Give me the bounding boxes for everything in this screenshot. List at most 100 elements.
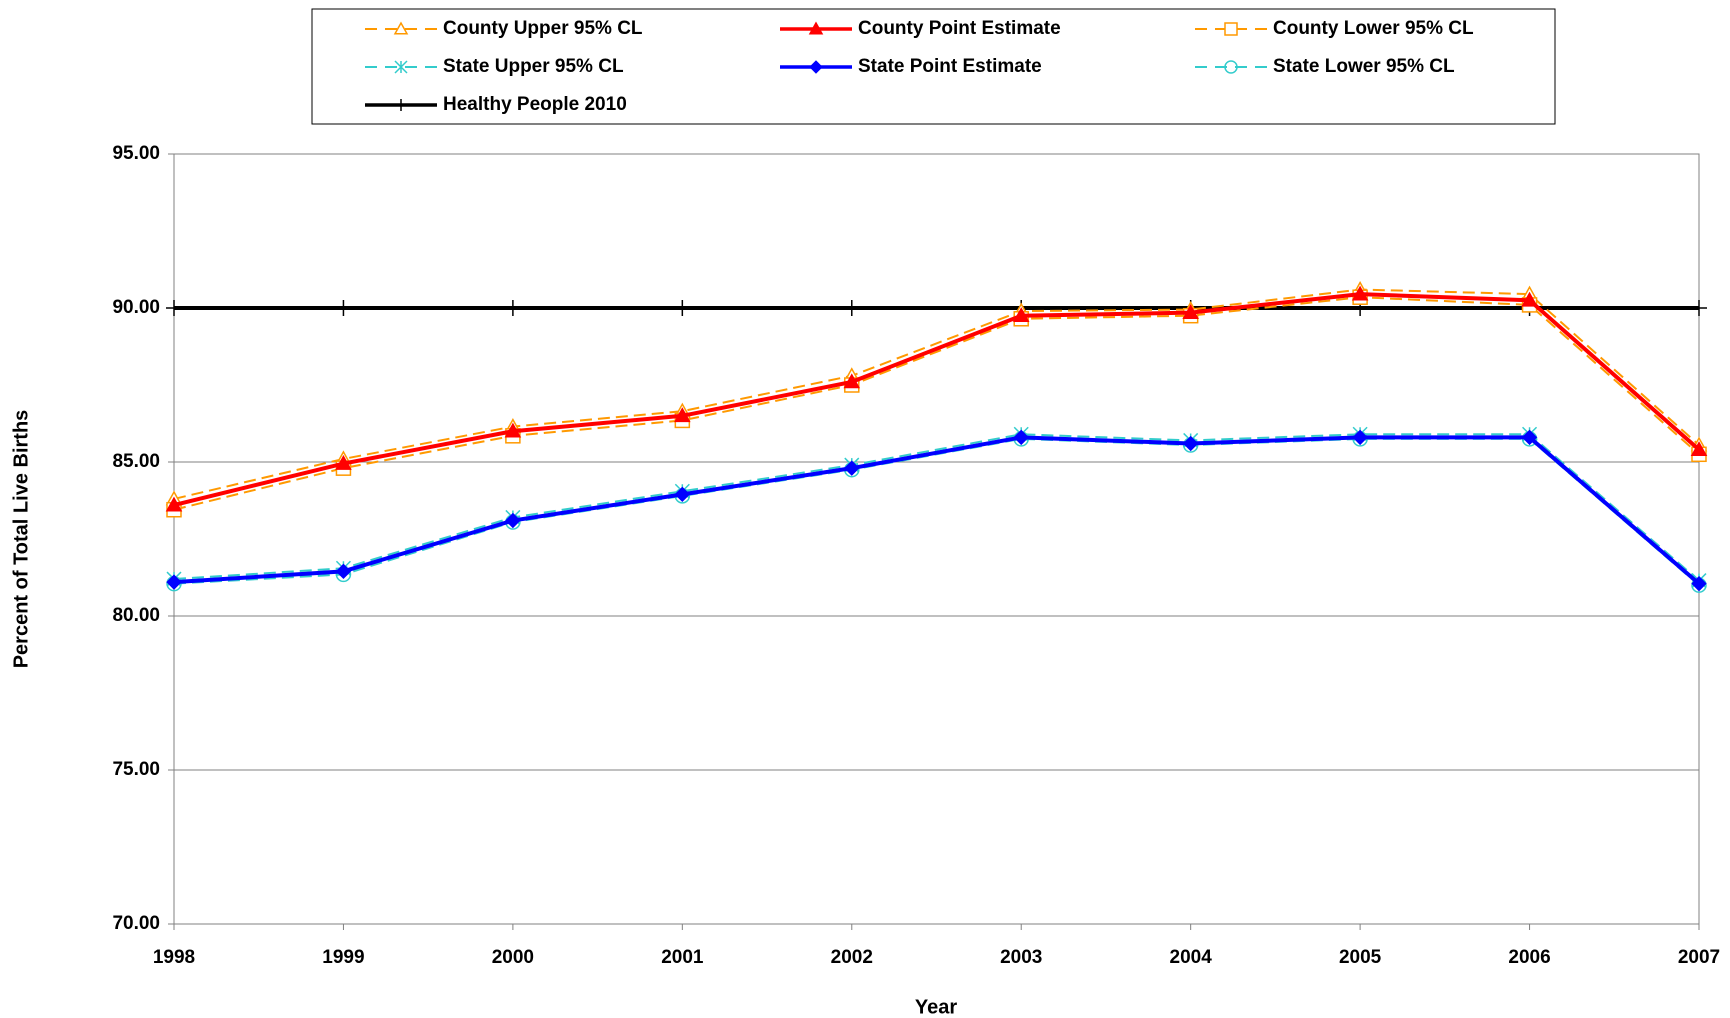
legend-item: County Upper 95% CL	[365, 18, 643, 39]
series-line	[173, 435, 1701, 586]
marker	[394, 60, 408, 74]
marker-shape	[504, 422, 522, 438]
marker	[166, 574, 182, 590]
marker-shape	[674, 300, 691, 316]
legend-label: Healthy People 2010	[443, 94, 627, 115]
marker	[1012, 307, 1030, 323]
x-tick-label: 2006	[1508, 947, 1550, 968]
legend-label: State Point Estimate	[858, 56, 1042, 77]
marker	[504, 422, 522, 438]
x-tick-label: 2005	[1339, 947, 1382, 968]
marker-shape	[335, 300, 352, 316]
legend-box	[311, 8, 1556, 125]
legend-label: County Upper 95% CL	[443, 18, 643, 39]
marker	[335, 300, 352, 316]
marker	[504, 300, 521, 316]
marker	[1691, 575, 1707, 592]
marker	[1182, 435, 1199, 452]
marker	[674, 407, 691, 423]
marker-shape	[1013, 429, 1029, 446]
marker	[335, 454, 352, 470]
x-tick-label: 2007	[1678, 947, 1720, 968]
legend-label: County Lower 95% CL	[1273, 18, 1474, 39]
y-tick-label: 85.00	[112, 451, 160, 472]
legend-item: County Lower 95% CL	[1195, 18, 1474, 39]
plot-area	[173, 153, 1700, 925]
marker-shape	[843, 373, 861, 389]
marker-shape	[1224, 22, 1238, 36]
marker-shape	[809, 60, 823, 74]
marker	[393, 21, 409, 35]
marker	[166, 300, 182, 316]
x-tick-label: 2000	[492, 947, 534, 968]
marker-shape	[674, 407, 691, 423]
series-line	[173, 292, 1701, 508]
marker	[1351, 285, 1369, 301]
marker	[1182, 304, 1199, 319]
y-tick-label: 90.00	[112, 297, 160, 318]
marker	[1521, 429, 1538, 446]
y-tick-label: 80.00	[112, 605, 160, 626]
marker	[335, 563, 352, 580]
marker-shape	[1351, 285, 1369, 301]
marker	[674, 300, 691, 316]
marker	[808, 21, 824, 35]
x-tick-label: 2003	[1000, 947, 1042, 968]
marker	[1224, 22, 1238, 36]
series-line	[173, 296, 1700, 511]
marker-shape	[1224, 60, 1238, 74]
series-line	[173, 288, 1700, 500]
marker-shape	[674, 486, 691, 503]
marker-shape	[1691, 300, 1707, 316]
legend-label: State Lower 95% CL	[1273, 56, 1455, 77]
marker	[674, 486, 691, 503]
marker	[844, 460, 860, 476]
x-tick-label: 1998	[153, 947, 195, 968]
marker-shape	[505, 512, 521, 529]
marker	[1521, 291, 1538, 307]
marker	[1224, 60, 1238, 74]
marker-shape	[166, 300, 182, 316]
marker-shape	[165, 496, 183, 512]
marker-shape	[1012, 307, 1030, 323]
legend-label: County Point Estimate	[858, 18, 1061, 39]
legend-item: State Point Estimate	[780, 56, 1042, 77]
marker-shape	[1691, 575, 1707, 592]
x-axis-title: Year	[915, 996, 957, 1018]
legend-item: State Lower 95% CL	[1195, 56, 1455, 77]
marker	[395, 99, 407, 111]
marker-shape	[844, 460, 860, 476]
legend-item: County Point Estimate	[780, 18, 1061, 39]
marker-shape	[1352, 429, 1368, 446]
marker-shape	[395, 99, 407, 111]
marker-shape	[808, 21, 824, 35]
marker-shape	[394, 60, 408, 74]
marker-shape	[843, 300, 860, 316]
marker	[1013, 429, 1029, 446]
marker-shape	[335, 563, 352, 580]
marker	[809, 60, 823, 74]
marker	[1352, 429, 1368, 446]
marker	[165, 496, 183, 512]
series-line	[173, 433, 1700, 582]
marker-shape	[1182, 304, 1199, 319]
y-axis-title: Percent of Total Live Births	[10, 410, 32, 669]
marker-shape	[1690, 441, 1708, 457]
marker-shape	[1521, 291, 1538, 307]
marker	[505, 512, 521, 529]
marker-shape	[1521, 429, 1538, 446]
legend-label: State Upper 95% CL	[443, 56, 624, 77]
marker-shape	[504, 300, 521, 316]
marker-shape	[1182, 435, 1199, 452]
marker	[843, 300, 860, 316]
y-tick-label: 75.00	[112, 759, 160, 780]
y-tick-label: 95.00	[112, 143, 160, 164]
y-tick-label: 70.00	[112, 913, 160, 934]
legend-item: State Upper 95% CL	[365, 56, 624, 77]
legend-item: Healthy People 2010	[365, 94, 627, 115]
marker-shape	[166, 574, 182, 590]
marker-shape	[393, 21, 409, 35]
x-tick-label: 2001	[661, 947, 704, 968]
marker-shape	[335, 454, 352, 470]
